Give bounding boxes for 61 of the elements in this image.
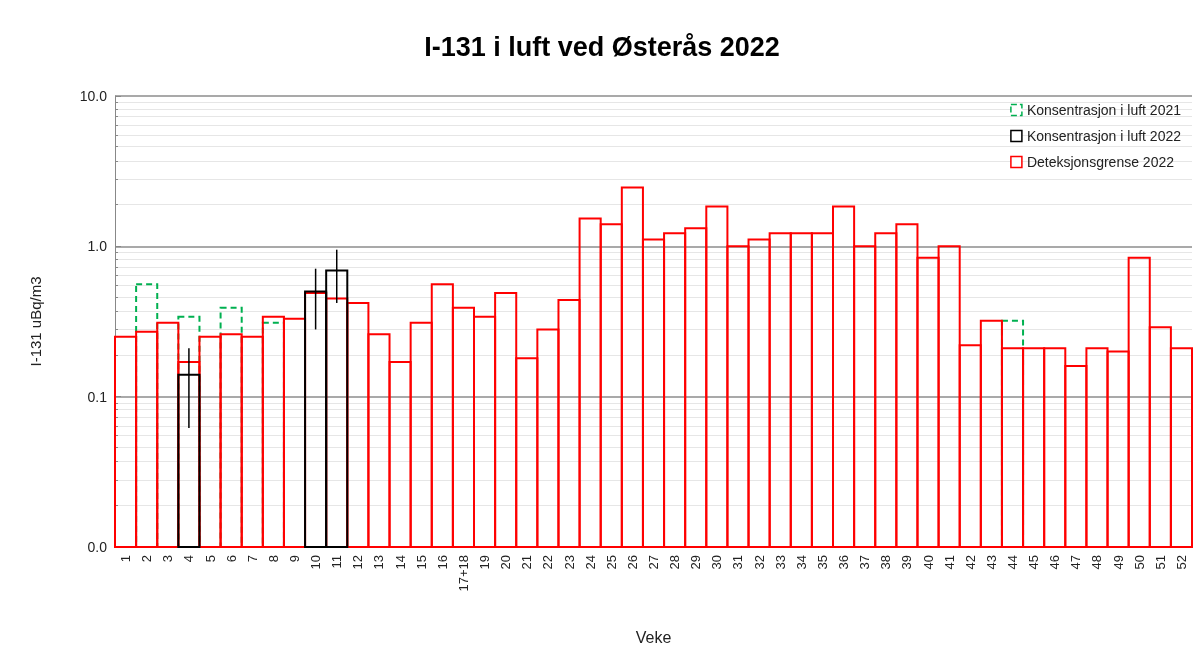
- x-tick-label: 39: [899, 555, 915, 570]
- x-tick-label: 17+18: [455, 555, 471, 592]
- x-tick-label: 19: [477, 555, 493, 570]
- x-tick-label: 30: [709, 555, 725, 570]
- x-tick-label: 15: [413, 555, 429, 570]
- x-tick-label: 38: [878, 555, 894, 570]
- x-tick-label: 12: [350, 555, 366, 570]
- x-tick-label: 23: [561, 555, 577, 570]
- x-tick-label: 1: [118, 555, 134, 563]
- legend-label: Konsentrasjon i luft 2021: [1026, 102, 1182, 118]
- x-tick-label: 32: [751, 555, 767, 570]
- x-tick-label: 52: [1173, 555, 1189, 570]
- x-tick-label: 43: [983, 555, 999, 570]
- x-tick-label: 48: [1089, 555, 1105, 570]
- x-tick-label: 51: [1152, 555, 1168, 570]
- x-tick-label: 37: [857, 555, 873, 570]
- x-tick-label: 29: [688, 555, 704, 570]
- x-tick-label: 47: [1068, 555, 1084, 570]
- x-axis-title: Veke: [635, 628, 672, 646]
- x-tick-label: 33: [772, 555, 788, 570]
- x-tick-label: 21: [519, 555, 535, 570]
- x-tick-label: 40: [920, 555, 936, 570]
- x-tick-label: 11: [329, 555, 345, 569]
- y-tick-label: 10.0: [79, 88, 108, 104]
- x-tick-label: 34: [793, 555, 809, 570]
- x-tick-label: 44: [1005, 555, 1020, 570]
- x-tick-label: 13: [371, 555, 387, 570]
- x-tick-label: 4: [181, 555, 197, 563]
- x-tick-label: 50: [1131, 555, 1147, 570]
- x-tick-label: 20: [498, 555, 514, 570]
- x-tick-label: 45: [1026, 555, 1042, 570]
- y-tick-label: 0.1: [87, 388, 108, 405]
- x-tick-label: 41: [941, 555, 957, 570]
- legend-label: Konsentrasjon i luft 2022: [1026, 128, 1182, 144]
- y-tick-label: 1.0: [87, 238, 108, 255]
- chart-title: I-131 i luft ved Østerås 2022: [424, 31, 780, 62]
- x-tick-label: 26: [624, 555, 640, 570]
- x-tick-label: 22: [540, 555, 556, 570]
- x-tick-label: 14: [392, 555, 408, 570]
- x-tick-label: 49: [1110, 555, 1126, 570]
- x-tick-label: 16: [434, 555, 450, 570]
- x-tick-label: 2: [139, 555, 155, 563]
- x-tick-label: 5: [202, 555, 218, 563]
- x-tick-label: 9: [287, 555, 302, 563]
- x-tick-label: 24: [582, 555, 598, 570]
- x-tick-label: 42: [962, 555, 978, 570]
- x-tick-label: 35: [814, 555, 830, 570]
- y-axis-title: I-131 uBq/m3: [27, 276, 44, 367]
- legend-label: Deteksjonsgrense 2022: [1026, 154, 1175, 170]
- x-tick-label: 36: [836, 555, 852, 570]
- x-tick-label: 7: [244, 555, 260, 563]
- x-tick-label: 46: [1047, 555, 1063, 570]
- x-tick-label: 3: [160, 555, 176, 563]
- x-tick-label: 10: [308, 555, 324, 570]
- x-tick-label: 8: [265, 555, 281, 563]
- x-tick-label: 27: [646, 555, 661, 570]
- x-tick-label: 31: [730, 555, 746, 570]
- y-tick-label: 0.0: [87, 539, 108, 555]
- x-tick-label: 6: [223, 555, 239, 563]
- x-tick-label: 28: [667, 555, 683, 570]
- x-tick-label: 25: [603, 555, 619, 570]
